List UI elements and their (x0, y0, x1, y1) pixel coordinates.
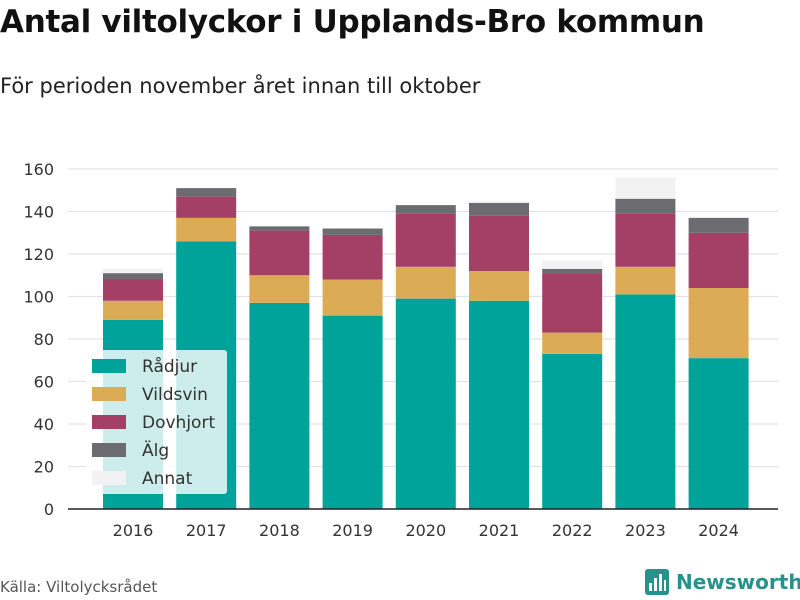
x-tick-label: 2023 (625, 521, 666, 540)
x-tick-label: 2024 (698, 521, 739, 540)
y-tick-label: 0 (44, 500, 54, 519)
legend-label: Dovhjort (142, 413, 215, 433)
legend-swatch-dovhjort (92, 415, 126, 429)
y-tick-label: 100 (23, 288, 54, 307)
legend-swatch-rådjur (92, 359, 126, 373)
bar-segment-älg (103, 273, 163, 280)
legend-label: Älg (142, 440, 169, 461)
bar-segment-älg (249, 226, 310, 231)
y-tick-label: 60 (34, 373, 54, 392)
y-axis: 0 20 40 60 80 100 120 140 160 (23, 160, 54, 519)
bar-segment-vildsvin (469, 271, 529, 301)
bar-segment-dovhjort (103, 279, 163, 301)
y-tick-label: 140 (23, 203, 54, 222)
x-tick-label: 2022 (552, 521, 593, 540)
bar-segment-älg (615, 198, 676, 214)
bar-segment-annat (103, 268, 163, 274)
y-tick-label: 20 (34, 458, 54, 477)
bar-segment-dovhjort (176, 196, 237, 218)
chart-title: Antal viltolyckor i Upplands-Bro kommun (0, 4, 705, 40)
bar-segment-dovhjort (542, 273, 603, 333)
bar-segment-vildsvin (688, 288, 749, 359)
legend-background (86, 350, 227, 494)
source-note: Källa: Viltolycksrådet (0, 578, 158, 596)
x-tick-label: 2021 (479, 521, 520, 540)
bar-segment-vildsvin (322, 279, 383, 316)
legend-label: Annat (142, 469, 193, 489)
bar-segment-rådjur (688, 358, 749, 509)
bar-chart-logo-icon (645, 569, 669, 595)
bar-segment-vildsvin (176, 217, 237, 242)
x-tick-label: 2017 (186, 521, 227, 540)
y-tick-label: 80 (34, 330, 54, 349)
legend-label: Vildsvin (142, 385, 208, 405)
bar-segment-vildsvin (615, 266, 676, 295)
bar-segment-älg (688, 217, 749, 233)
bar-segment-rådjur (322, 315, 383, 509)
legend-swatch-älg (92, 443, 126, 457)
x-tick-label: 2018 (259, 521, 300, 540)
bar-segment-älg (322, 228, 383, 235)
bar-segment-annat (469, 200, 529, 203)
x-axis: 2016 2017 2018 2019 2020 2021 2022 2023 2024 (68, 508, 778, 540)
bar-segment-vildsvin (395, 266, 456, 299)
bar-segment-vildsvin (542, 332, 603, 354)
bar-segment-älg (395, 205, 456, 214)
bar-segment-dovhjort (249, 230, 310, 276)
bar-segment-rådjur (249, 302, 310, 509)
bar-segment-rådjur (542, 353, 603, 509)
y-tick-label: 120 (23, 245, 54, 264)
x-tick-label: 2019 (332, 521, 373, 540)
legend: Rådjur Vildsvin Dovhjort Älg Annat (86, 350, 227, 494)
brand-name: Newsworthy (676, 570, 800, 594)
bar-segment-dovhjort (395, 213, 456, 267)
bar-segment-annat (542, 260, 603, 269)
bar-segment-dovhjort (615, 213, 676, 267)
x-tick-label: 2020 (405, 521, 446, 540)
newsworthy-logo: Newsworthy (644, 568, 800, 596)
bar-segment-älg (469, 203, 529, 216)
bar-segment-rådjur (615, 294, 676, 509)
chart-subtitle: För perioden november året innan till ok… (0, 74, 481, 98)
y-tick-label: 160 (23, 160, 54, 179)
bar-segment-vildsvin (103, 300, 163, 320)
x-tick-label: 2016 (113, 521, 154, 540)
bar-segment-rådjur (469, 300, 529, 509)
legend-swatch-annat (92, 471, 126, 485)
bar-segment-älg (176, 188, 237, 197)
bar-segment-annat (615, 177, 676, 199)
y-tick-label: 40 (34, 415, 54, 434)
bar-segment-dovhjort (469, 215, 529, 271)
bar-segment-dovhjort (322, 234, 383, 280)
legend-label: Rådjur (142, 356, 197, 377)
legend-swatch-vildsvin (92, 387, 126, 401)
bar-segment-dovhjort (688, 232, 749, 288)
bar-segment-vildsvin (249, 275, 310, 303)
bar-segment-älg (542, 268, 603, 274)
bar-segment-rådjur (395, 298, 456, 509)
